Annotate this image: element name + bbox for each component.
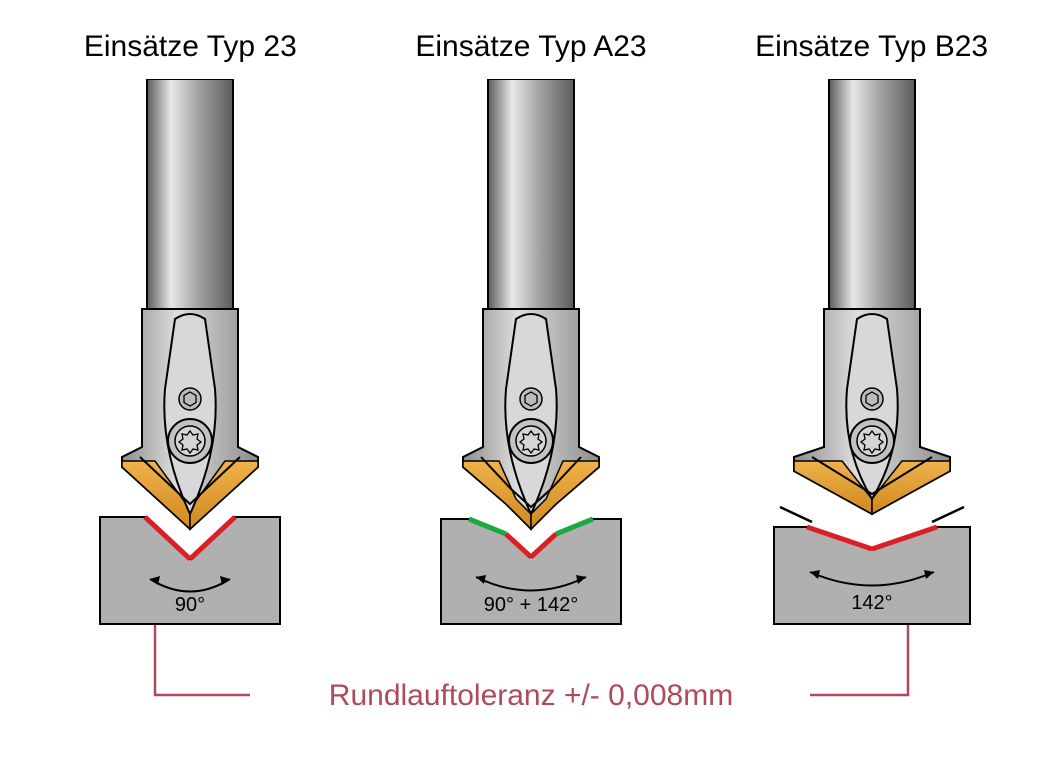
tolerance-connector: Rundlauftoleranz +/- 0,008mm [0,620,1062,750]
tool-diagram-b23: 142° [762,79,982,639]
groove-ext-left-b23 [780,507,812,522]
tool-shank-23 [147,79,233,309]
tool-shank-a23 [488,79,574,309]
tool-diagram-a23: 90° + 142° [421,79,641,639]
groove-ext-right-b23 [932,507,964,522]
tool-diagram-23: 90° [80,79,300,639]
tool-shank-b23 [829,79,915,309]
insert-comparison-container: Einsätze Typ 23 [0,0,1062,639]
tolerance-label: Rundlauftoleranz +/- 0,008mm [329,679,733,712]
insert-column-a23: Einsätze Typ A23 [371,30,691,639]
insert-title-a23: Einsätze Typ A23 [415,30,646,64]
angle-label-23: 90° [175,594,205,616]
angle-label-a23: 90° + 142° [484,594,578,616]
insert-column-b23: Einsätze Typ B23 [712,30,1032,639]
insert-column-23: Einsätze Typ 23 [30,30,350,639]
angle-label-b23: 142° [851,592,892,614]
insert-title-b23: Einsätze Typ B23 [755,30,988,64]
insert-title-23: Einsätze Typ 23 [84,30,297,64]
